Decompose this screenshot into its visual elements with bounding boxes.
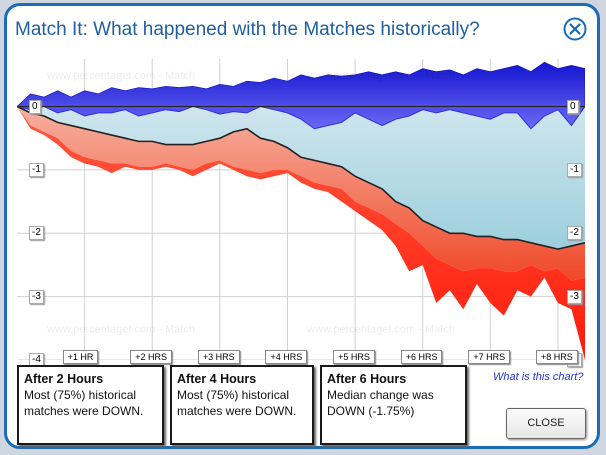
x-tick-label: +1 HR <box>62 350 99 364</box>
dialog-title: Match It: What happened with the Matches… <box>15 19 480 40</box>
x-tick-label: +3 HRS <box>197 350 240 364</box>
chart-canvas: www.percentaget.com - Match www.percentag… <box>17 59 585 360</box>
series-median-line <box>17 105 585 250</box>
summary-4-hours: After 4 Hours Most (75%) historical matc… <box>170 365 314 445</box>
x-tick-label: +7 HRS <box>468 350 511 364</box>
x-tick-label: +2 HRS <box>130 350 172 364</box>
y-tick-label-right: -1 <box>567 162 582 177</box>
watermark-text: www.percentaget.com - Match <box>306 70 455 82</box>
summary-text: Most (75%) historical matches were DOWN. <box>24 388 144 418</box>
y-tick-label-right: -3 <box>567 289 582 304</box>
what-is-this-chart-link[interactable]: What is this chart? <box>493 371 584 383</box>
x-tick-label: +8 HRS <box>535 350 578 364</box>
watermark-text: www.percentaget.com - Match <box>306 323 455 335</box>
summary-6-hours: After 6 Hours Median change was DOWN (-1… <box>320 365 467 445</box>
y-tick-label-left: 0 <box>29 99 41 114</box>
series-band-salmon <box>17 106 585 281</box>
close-icon[interactable] <box>563 17 587 41</box>
x-tick-label: +6 HRS <box>400 350 443 364</box>
y-tick-label-right: 0 <box>567 99 579 114</box>
y-tick-label-right: -2 <box>567 226 582 241</box>
y-tick-label-left: -3 <box>29 289 44 304</box>
summary-heading: After 6 Hours <box>327 372 407 386</box>
history-chart: www.percentaget.com - Match www.percentag… <box>17 59 585 367</box>
watermark-text: www.percentaget.com - Match <box>46 323 195 335</box>
summary-text: Median change was DOWN (-1.75%) <box>327 388 434 418</box>
summary-heading: After 2 Hours <box>24 372 104 386</box>
close-button[interactable]: CLOSE <box>506 408 586 439</box>
series-blue-lower-line <box>17 105 585 130</box>
watermark-text: www.percentaget.com - Match <box>46 70 195 82</box>
x-tick-label: +5 HRS <box>333 350 375 364</box>
summary-heading: After 4 Hours <box>177 372 257 386</box>
summary-text: Most (75%) historical matches were DOWN. <box>177 388 297 418</box>
y-tick-label-left: -2 <box>29 226 44 241</box>
y-tick-label-left: -1 <box>29 162 44 177</box>
summary-2-hours: After 2 Hours Most (75%) historical matc… <box>17 365 164 445</box>
x-tick-label: +4 HRS <box>265 350 308 364</box>
match-it-dialog: Match It: What happened with the Matches… <box>4 3 600 449</box>
